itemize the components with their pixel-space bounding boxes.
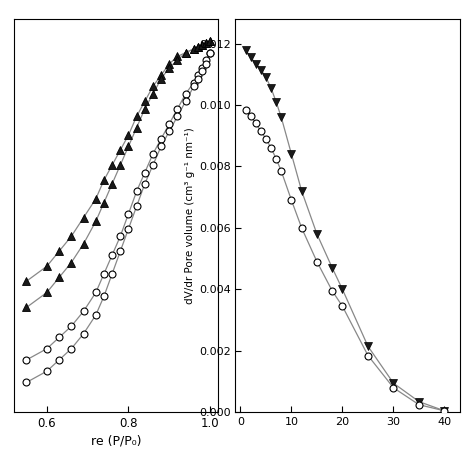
Y-axis label: dV/dr Pore volume (cm³ g⁻¹ nm⁻¹): dV/dr Pore volume (cm³ g⁻¹ nm⁻¹) bbox=[184, 128, 195, 304]
X-axis label: re (P/P₀): re (P/P₀) bbox=[91, 434, 141, 447]
Text: b: b bbox=[186, 0, 201, 3]
